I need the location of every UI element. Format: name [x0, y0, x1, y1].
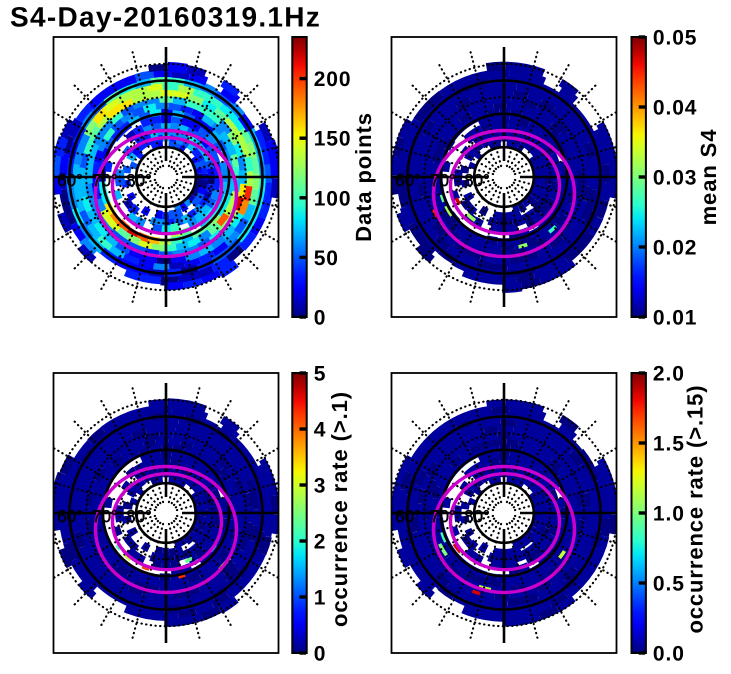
svg-text:70°: 70° [430, 507, 456, 526]
svg-text:0.01: 0.01 [653, 307, 697, 330]
svg-text:70°: 70° [92, 171, 118, 190]
svg-text:60°: 60° [57, 171, 83, 190]
svg-text:occurrence rate (>.1): occurrence rate (>.1) [327, 391, 352, 627]
svg-text:5: 5 [314, 363, 327, 386]
svg-text:0.03: 0.03 [653, 167, 697, 190]
svg-text:4: 4 [314, 419, 327, 442]
svg-text:1: 1 [314, 587, 327, 610]
svg-text:60°: 60° [395, 171, 421, 190]
svg-text:0.0: 0.0 [653, 643, 685, 666]
svg-text:occurrence rate (>.15): occurrence rate (>.15) [683, 384, 708, 633]
svg-text:100: 100 [314, 187, 352, 210]
svg-text:1.5: 1.5 [653, 433, 685, 456]
svg-text:Data points: Data points [351, 112, 376, 242]
svg-text:200: 200 [314, 68, 352, 91]
svg-text:150: 150 [314, 128, 352, 151]
svg-text:0: 0 [314, 307, 327, 330]
svg-text:70°: 70° [92, 507, 118, 526]
svg-text:3: 3 [314, 475, 327, 498]
svg-text:80°: 80° [464, 171, 490, 190]
svg-text:0.5: 0.5 [653, 573, 685, 596]
svg-text:60°: 60° [57, 507, 83, 526]
svg-text:2: 2 [314, 531, 327, 554]
svg-text:0.04: 0.04 [653, 97, 697, 120]
svg-text:50: 50 [314, 247, 339, 270]
svg-text:0.05: 0.05 [653, 27, 697, 50]
svg-text:1.0: 1.0 [653, 503, 685, 526]
svg-text:70°: 70° [430, 171, 456, 190]
svg-text:mean S4: mean S4 [696, 129, 721, 226]
svg-text:0: 0 [314, 643, 327, 666]
svg-text:S4-Day-20160319.1Hz: S4-Day-20160319.1Hz [10, 2, 321, 33]
svg-text:0.02: 0.02 [653, 237, 697, 260]
svg-text:80°: 80° [126, 507, 152, 526]
svg-text:80°: 80° [464, 507, 490, 526]
svg-text:2.0: 2.0 [653, 363, 685, 386]
svg-text:80°: 80° [126, 171, 152, 190]
svg-text:60°: 60° [395, 507, 421, 526]
